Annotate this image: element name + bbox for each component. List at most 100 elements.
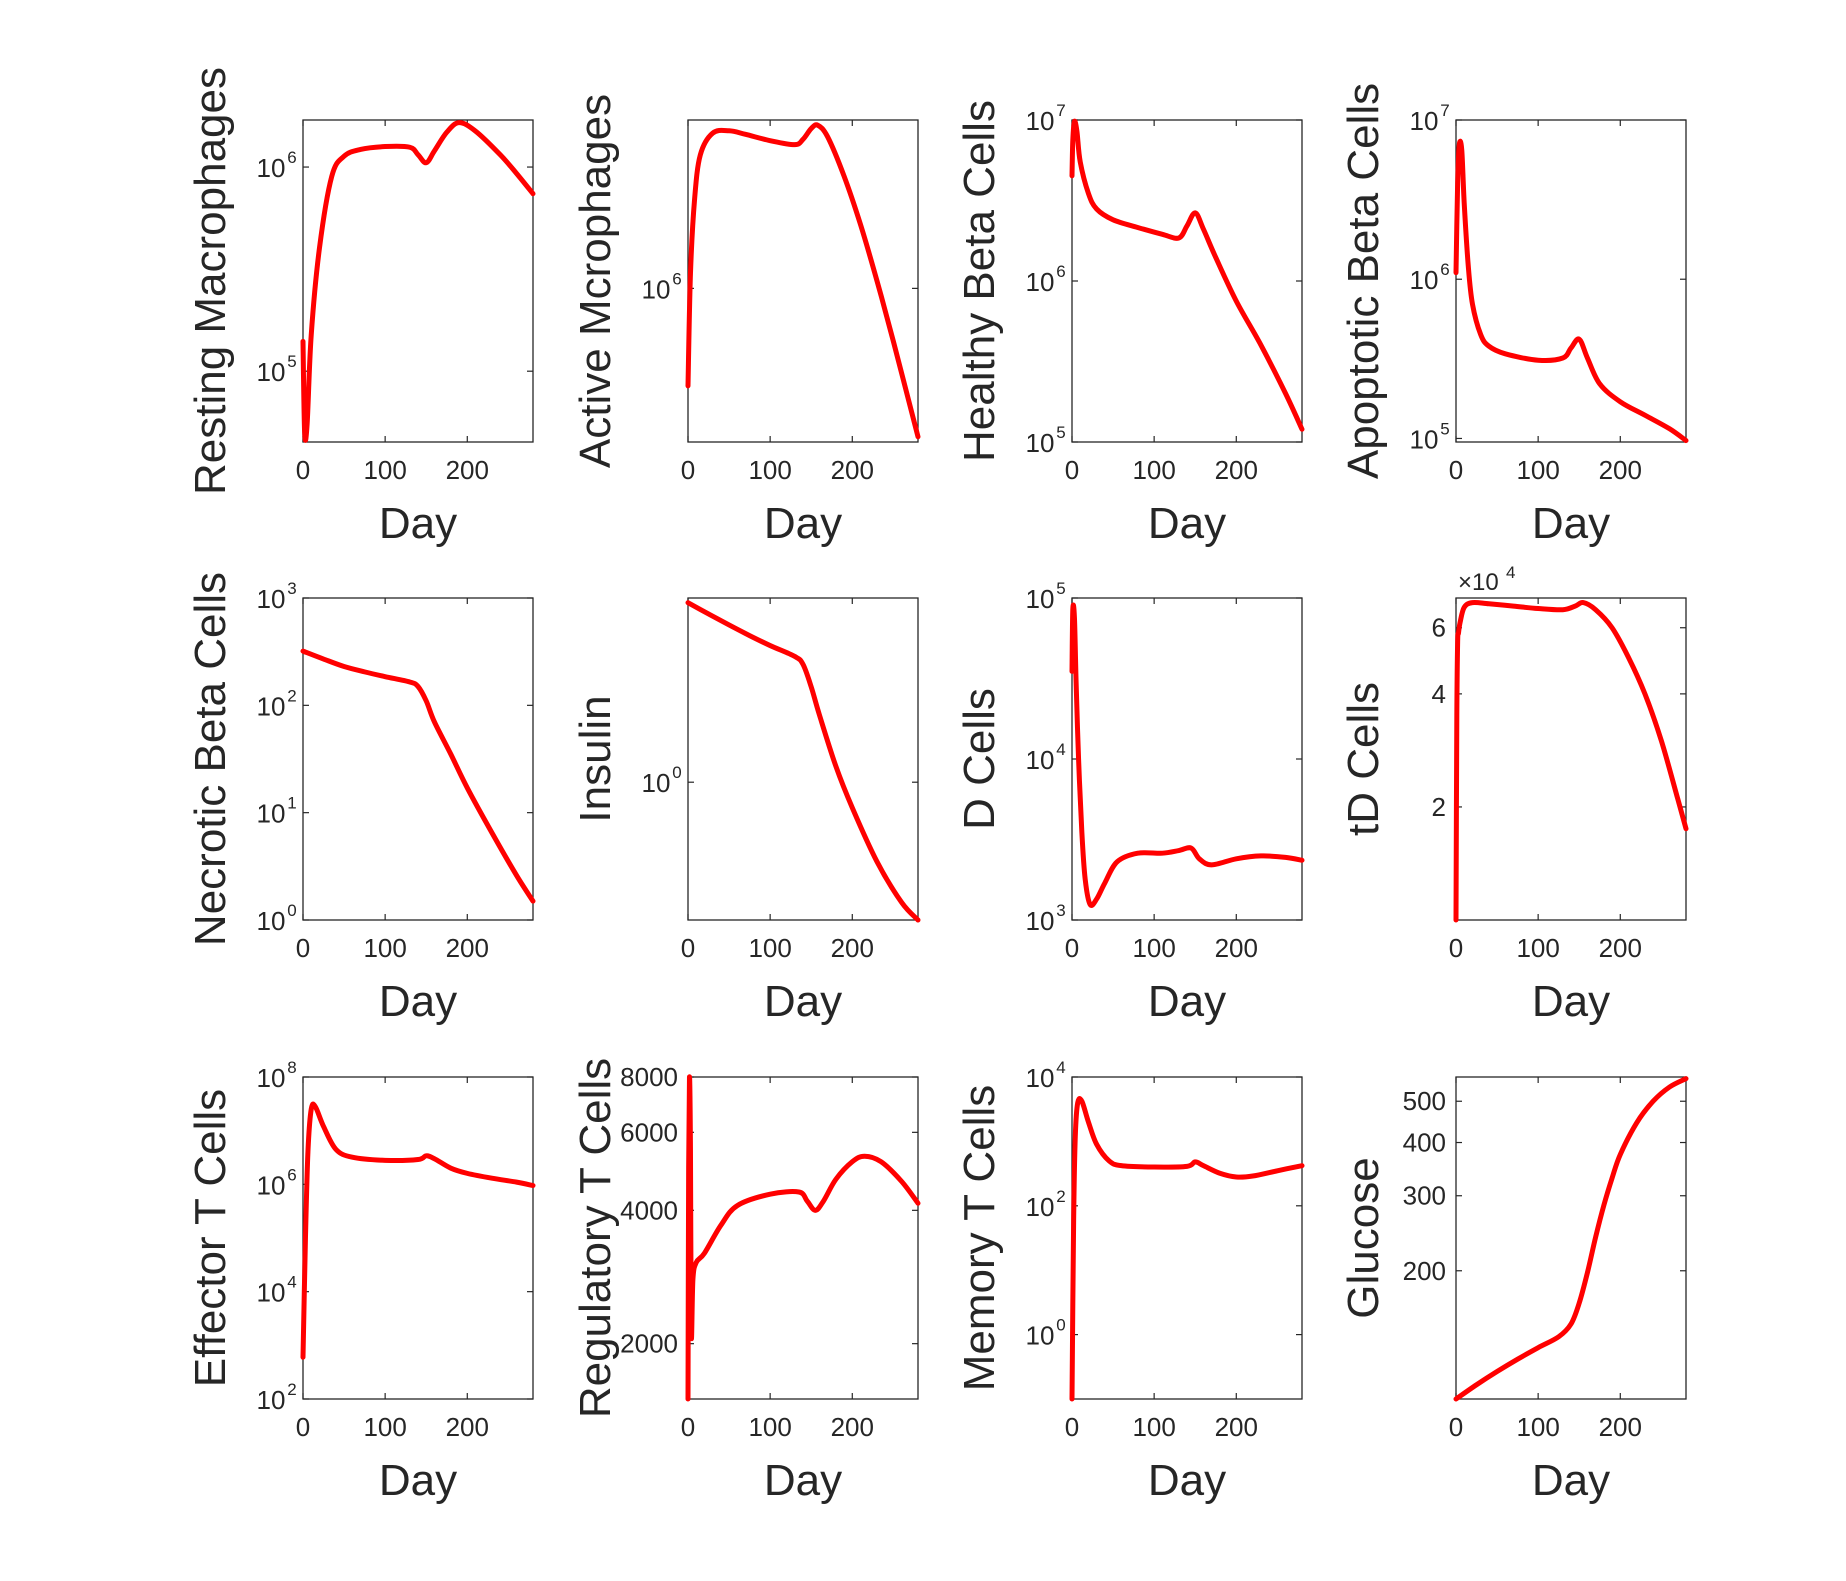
y-axis-label: D Cells — [955, 688, 1004, 830]
series-line — [685, 122, 921, 440]
y-tick-label: 10 — [1026, 267, 1055, 297]
y-tick-exponent: 2 — [287, 1380, 296, 1399]
y-tick-exponent: 5 — [287, 352, 296, 371]
chart-panel: 0 100 200 2000 4000 6000 8000 Day Regulatory T C… — [571, 1058, 921, 1505]
y-tick-label: 10 — [1026, 1321, 1055, 1351]
series-line — [1453, 1076, 1689, 1402]
y-tick-label: 300 — [1403, 1181, 1446, 1211]
y-tick-label: 10 — [1026, 428, 1055, 458]
x-axis-label: Day — [1532, 499, 1610, 548]
x-axis-label: Day — [764, 499, 842, 548]
y-tick-label: 6 — [1432, 613, 1446, 643]
x-axis-label: Day — [379, 1456, 457, 1505]
y-tick-exponent: 7 — [1056, 101, 1065, 120]
y-tick-label: 10 — [257, 153, 286, 183]
y-axis-label: Active Mcrophages — [571, 94, 620, 468]
y-tick-label: 10 — [257, 1278, 286, 1308]
y-tick-exponent: 0 — [672, 763, 681, 782]
x-tick-label: 100 — [748, 1412, 791, 1442]
x-tick-label: 100 — [748, 933, 791, 963]
y-axis-label: Healthy Beta Cells — [955, 100, 1004, 462]
plot-area — [1455, 1076, 1687, 1400]
plot-area — [302, 597, 534, 921]
x-axis-label: Day — [1148, 977, 1226, 1026]
x-tick-label: 200 — [1215, 1412, 1258, 1442]
y-axis-label: tD Cells — [1339, 682, 1388, 836]
y-axis-label: Insulin — [571, 695, 620, 822]
plot-area — [302, 119, 534, 443]
x-tick-label: 200 — [446, 1412, 489, 1442]
y-axis-label: Effector T Cells — [186, 1089, 235, 1387]
y-tick-label: 10 — [257, 1063, 286, 1093]
series-line — [1069, 602, 1305, 908]
x-tick-label: 100 — [363, 1412, 406, 1442]
x-tick-label: 200 — [1599, 455, 1642, 485]
y-tick-label: 2 — [1432, 792, 1446, 822]
series-line — [300, 1101, 536, 1360]
y-tick-exponent: 4 — [1056, 1058, 1065, 1077]
y-tick-exponent: 5 — [1056, 423, 1065, 442]
x-axis-label: Day — [379, 977, 457, 1026]
y-tick-exponent: 7 — [1440, 101, 1449, 120]
series-line — [685, 1074, 921, 1402]
plot-area — [302, 1076, 534, 1400]
y-tick-exponent: 5 — [1056, 579, 1065, 598]
x-tick-label: 100 — [1516, 933, 1559, 963]
plot-area — [687, 597, 919, 921]
x-tick-label: 200 — [1599, 1412, 1642, 1442]
x-tick-label: 200 — [1215, 933, 1258, 963]
x-tick-label: 0 — [1449, 455, 1463, 485]
y-tick-exponent: 6 — [287, 1165, 296, 1184]
x-tick-label: 100 — [1516, 455, 1559, 485]
y-tick-label: 10 — [1026, 1192, 1055, 1222]
plot-area — [1071, 597, 1303, 921]
y-tick-exponent: 6 — [287, 148, 296, 167]
y-tick-label: 10 — [1410, 265, 1439, 295]
plot-area — [687, 1076, 919, 1400]
y-tick-label: 2000 — [620, 1329, 678, 1359]
y-tick-label: 10 — [257, 584, 286, 614]
plot-area — [687, 119, 919, 443]
y-tick-exponent: 3 — [1056, 901, 1065, 920]
y-axis-label: Glucose — [1339, 1157, 1388, 1318]
series-line — [1453, 599, 1689, 923]
y-tick-label: 10 — [1026, 906, 1055, 936]
chart-panel: 0 100 200 2 4 6 ×10 4 Day tD Cells — [1339, 563, 1689, 1026]
y-tick-label: 10 — [257, 691, 286, 721]
x-tick-label: 0 — [1449, 1412, 1463, 1442]
x-axis-label: Day — [764, 977, 842, 1026]
plot-area — [1455, 119, 1687, 443]
y-axis-label: Apoptotic Beta Cells — [1339, 83, 1388, 479]
chart-panel: 0 100 200 200 300 400 500 Day Glucose — [1339, 1076, 1689, 1505]
y-tick-label: 10 — [1026, 1063, 1055, 1093]
y-tick-label: 10 — [1410, 106, 1439, 136]
axis-multiplier-exponent: 4 — [1506, 563, 1515, 582]
plot-area — [1455, 597, 1687, 921]
series-line — [1453, 138, 1689, 444]
plot-area — [1071, 1076, 1303, 1400]
x-axis-label: Day — [764, 1456, 842, 1505]
x-tick-label: 100 — [363, 455, 406, 485]
y-tick-label: 6000 — [620, 1117, 678, 1147]
x-axis-label: Day — [379, 499, 457, 548]
y-tick-label: 8000 — [620, 1062, 678, 1092]
y-tick-label: 4000 — [620, 1195, 678, 1225]
y-tick-label: 10 — [642, 274, 671, 304]
y-axis-label: Memory T Cells — [955, 1085, 1004, 1391]
y-tick-exponent: 0 — [287, 901, 296, 920]
y-tick-exponent: 4 — [287, 1273, 296, 1292]
x-tick-label: 100 — [1132, 455, 1175, 485]
x-tick-label: 200 — [1599, 933, 1642, 963]
y-tick-label: 10 — [257, 357, 286, 387]
y-tick-exponent: 3 — [287, 579, 296, 598]
x-tick-label: 0 — [681, 1412, 695, 1442]
y-tick-exponent: 2 — [287, 686, 296, 705]
y-tick-label: 200 — [1403, 1256, 1446, 1286]
series-line — [300, 648, 536, 904]
